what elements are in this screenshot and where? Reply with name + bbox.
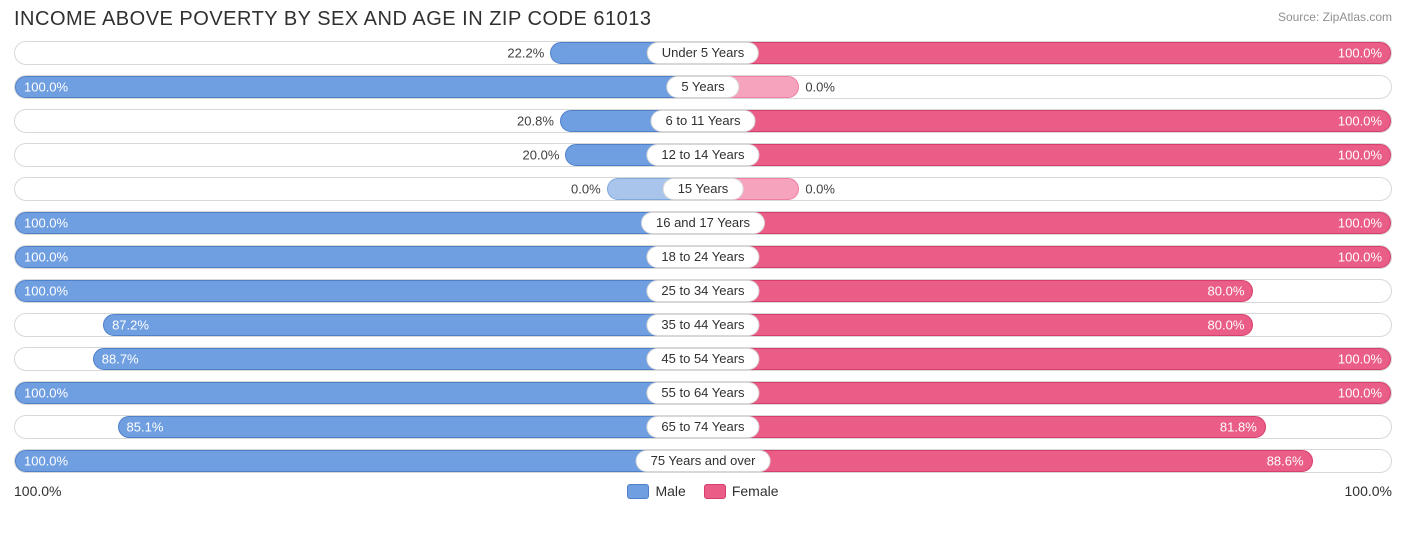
chart-source: Source: ZipAtlas.com <box>1278 10 1392 24</box>
category-label: 55 to 64 Years <box>646 382 759 404</box>
female-value-label: 100.0% <box>1338 387 1382 400</box>
category-label: 6 to 11 Years <box>651 110 756 132</box>
female-value-label: 100.0% <box>1338 115 1382 128</box>
male-value-label: 20.8% <box>517 115 554 128</box>
male-bar: 100.0% <box>15 450 703 472</box>
female-value-label: 80.0% <box>1208 319 1245 332</box>
female-value-label: 100.0% <box>1338 217 1382 230</box>
chart-row: 100.0% 100.0% 55 to 64 Years <box>14 381 1392 405</box>
female-value-label: 100.0% <box>1338 353 1382 366</box>
female-value-label: 100.0% <box>1338 251 1382 264</box>
category-label: Under 5 Years <box>647 42 759 64</box>
male-bar: 100.0% <box>15 280 703 302</box>
male-value-label: 100.0% <box>24 217 68 230</box>
male-bar: 100.0% <box>15 382 703 404</box>
legend-swatch-female <box>704 484 726 499</box>
chart-row: 20.8% 100.0% 6 to 11 Years <box>14 109 1392 133</box>
chart-row: 100.0% 100.0% 16 and 17 Years <box>14 211 1392 235</box>
legend-label-female: Female <box>732 483 779 499</box>
female-value-label: 100.0% <box>1338 47 1382 60</box>
chart-row: 88.7% 100.0% 45 to 54 Years <box>14 347 1392 371</box>
female-bar: 80.0% <box>703 314 1253 336</box>
legend-item-female: Female <box>704 483 779 499</box>
category-label: 15 Years <box>663 178 744 200</box>
chart-row: 100.0% 80.0% 25 to 34 Years <box>14 279 1392 303</box>
category-label: 5 Years <box>666 76 739 98</box>
chart-area: 22.2% 100.0% Under 5 Years 100.0% 0.0% 5 Year… <box>14 41 1392 473</box>
female-value-label: 80.0% <box>1208 285 1245 298</box>
legend-swatch-male <box>627 484 649 499</box>
male-value-label: 88.7% <box>102 353 139 366</box>
category-label: 12 to 14 Years <box>646 144 759 166</box>
female-bar: 100.0% <box>703 382 1391 404</box>
chart-row: 20.0% 100.0% 12 to 14 Years <box>14 143 1392 167</box>
chart-row: 100.0% 100.0% 18 to 24 Years <box>14 245 1392 269</box>
male-bar: 100.0% <box>15 246 703 268</box>
category-label: 45 to 54 Years <box>646 348 759 370</box>
chart-row: 87.2% 80.0% 35 to 44 Years <box>14 313 1392 337</box>
chart-title: INCOME ABOVE POVERTY BY SEX AND AGE IN Z… <box>14 8 651 31</box>
male-value-label: 22.2% <box>507 47 544 60</box>
male-value-label: 100.0% <box>24 285 68 298</box>
male-value-label: 87.2% <box>112 319 149 332</box>
male-bar: 100.0% <box>15 76 703 98</box>
male-bar: 87.2% <box>103 314 703 336</box>
axis-right-label: 100.0% <box>1345 483 1392 499</box>
category-label: 65 to 74 Years <box>646 416 759 438</box>
chart-row: 22.2% 100.0% Under 5 Years <box>14 41 1392 65</box>
male-value-label: 100.0% <box>24 387 68 400</box>
female-value-label: 0.0% <box>805 183 835 196</box>
male-value-label: 100.0% <box>24 251 68 264</box>
female-value-label: 81.8% <box>1220 421 1257 434</box>
male-bar: 85.1% <box>118 416 703 438</box>
female-bar: 88.6% <box>703 450 1313 472</box>
chart-row: 0.0% 0.0% 15 Years <box>14 177 1392 201</box>
female-bar: 100.0% <box>703 110 1391 132</box>
legend: Male Female <box>627 483 778 499</box>
female-bar: 80.0% <box>703 280 1253 302</box>
female-bar: 100.0% <box>703 42 1391 64</box>
chart-header: INCOME ABOVE POVERTY BY SEX AND AGE IN Z… <box>14 8 1392 31</box>
category-label: 18 to 24 Years <box>646 246 759 268</box>
female-value-label: 0.0% <box>805 81 835 94</box>
female-value-label: 88.6% <box>1267 455 1304 468</box>
male-bar: 100.0% <box>15 212 703 234</box>
legend-item-male: Male <box>627 483 685 499</box>
female-bar: 100.0% <box>703 348 1391 370</box>
category-label: 35 to 44 Years <box>646 314 759 336</box>
chart-row: 100.0% 88.6% 75 Years and over <box>14 449 1392 473</box>
male-value-label: 20.0% <box>523 149 560 162</box>
male-value-label: 100.0% <box>24 81 68 94</box>
chart-row: 85.1% 81.8% 65 to 74 Years <box>14 415 1392 439</box>
axis-left-label: 100.0% <box>14 483 61 499</box>
male-value-label: 0.0% <box>571 183 601 196</box>
female-bar: 100.0% <box>703 144 1391 166</box>
male-value-label: 100.0% <box>24 455 68 468</box>
legend-label-male: Male <box>655 483 685 499</box>
chart-row: 100.0% 0.0% 5 Years <box>14 75 1392 99</box>
category-label: 25 to 34 Years <box>646 280 759 302</box>
female-value-label: 100.0% <box>1338 149 1382 162</box>
category-label: 75 Years and over <box>636 450 771 472</box>
female-bar: 81.8% <box>703 416 1266 438</box>
category-label: 16 and 17 Years <box>641 212 765 234</box>
male-value-label: 85.1% <box>127 421 164 434</box>
female-bar: 100.0% <box>703 212 1391 234</box>
male-bar: 88.7% <box>93 348 703 370</box>
female-bar: 100.0% <box>703 246 1391 268</box>
chart-footer: 100.0% Male Female 100.0% <box>14 483 1392 499</box>
